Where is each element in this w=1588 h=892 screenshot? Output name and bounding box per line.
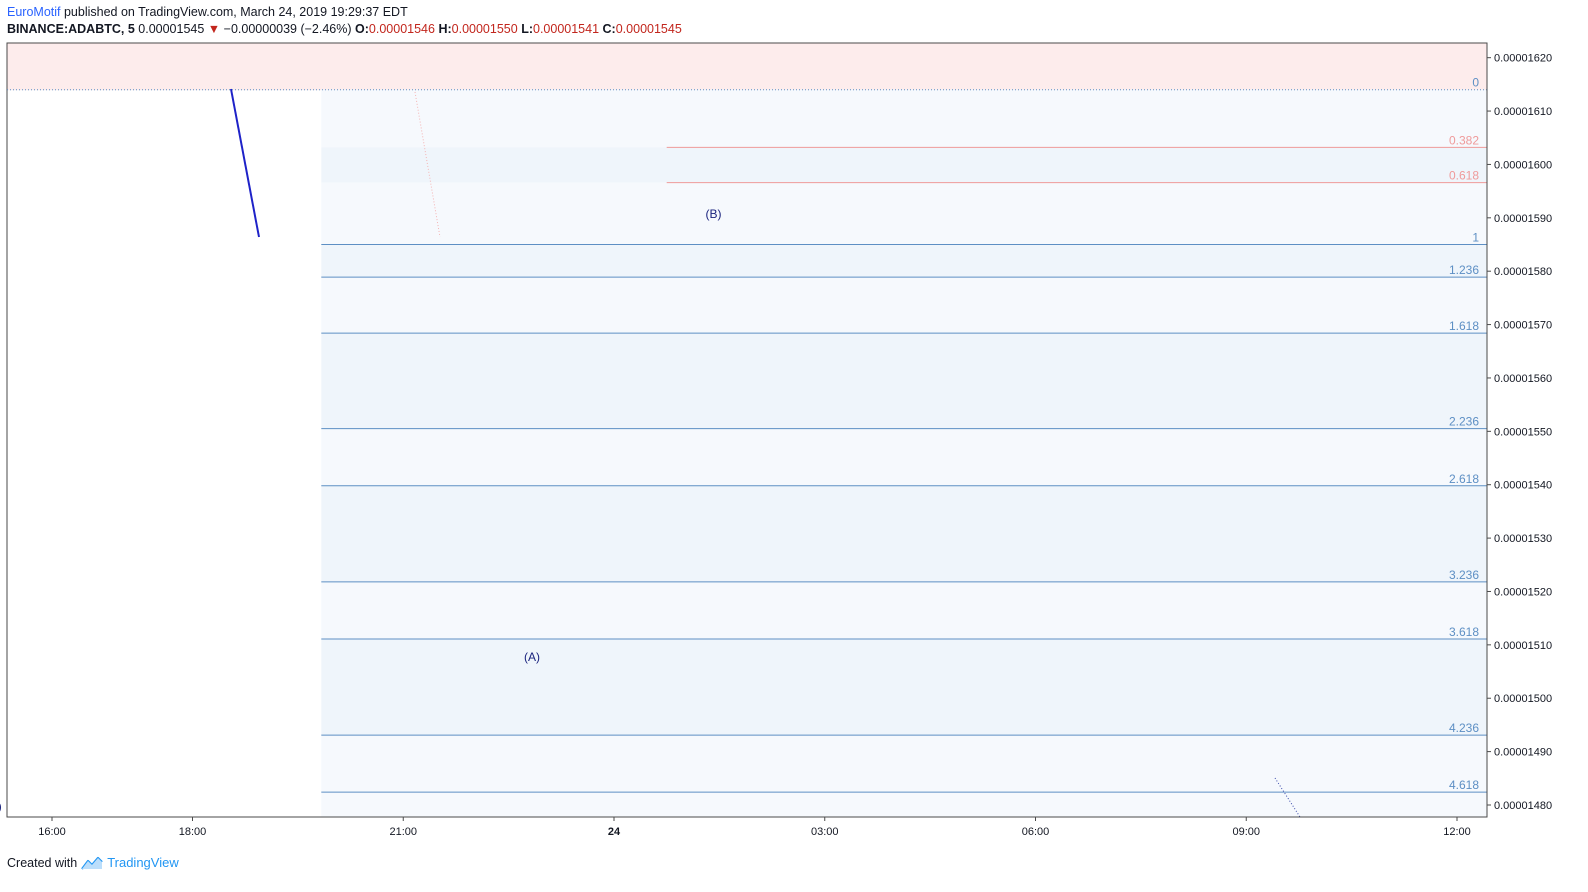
price-tick-label: 0.00001610 xyxy=(1494,106,1552,118)
time-tick-label: 03:00 xyxy=(811,826,839,838)
fib-label: 1 xyxy=(1472,231,1479,245)
created-with-label: Created with xyxy=(7,855,78,870)
low-value: 0.00001541 xyxy=(533,22,600,36)
chart-header: EuroMotif published on TradingView.com, … xyxy=(7,4,682,38)
published-text: published on TradingView.com, March 24, … xyxy=(63,5,408,19)
author-link[interactable]: EuroMotif xyxy=(7,5,61,19)
tradingview-brand[interactable]: TradingView xyxy=(107,855,179,870)
fib-zone xyxy=(321,792,1488,817)
low-label: L: xyxy=(521,22,533,36)
price-tick-label: 0.00001570 xyxy=(1494,320,1552,332)
ohlc-line: BINANCE:ADABTC, 5 0.00001545 ▼ −0.000000… xyxy=(7,21,682,38)
price-tick-label: 0.00001510 xyxy=(1494,640,1552,652)
price-tick-label: 0.00001550 xyxy=(1494,426,1552,438)
time-tick-label: 16:00 xyxy=(38,826,66,838)
fib-zone xyxy=(321,428,1488,486)
fib-label: 1.236 xyxy=(1449,263,1479,277)
fib-label: 2.236 xyxy=(1449,415,1479,429)
fib-zone xyxy=(321,182,1488,245)
fib-trend-line xyxy=(414,91,441,238)
wave-label: (A) xyxy=(524,650,540,664)
open-label: O: xyxy=(355,22,369,36)
fib-zone xyxy=(321,581,1488,639)
open-value: 0.00001546 xyxy=(368,22,435,36)
fib-levels: 0 0.382 0.618 1 1.236 1.618 2.236 2.618 3.236 3.6… xyxy=(7,76,1487,793)
fib-label: 0.618 xyxy=(1449,169,1479,183)
wave-labels: (A) (B) (C) xyxy=(0,207,722,814)
fib-zone xyxy=(321,333,1488,429)
trend-line xyxy=(230,88,260,238)
fib-label: 0 xyxy=(1472,76,1479,90)
price-change: −0.00000039 (−2.46%) xyxy=(223,22,352,36)
symbol-label: BINANCE:ADABTC, 5 xyxy=(7,22,135,36)
resistance-zone xyxy=(7,43,1487,91)
price-tick-label: 0.00001580 xyxy=(1494,266,1552,278)
last-price: 0.00001545 xyxy=(138,22,205,36)
down-arrow-icon: ▼ xyxy=(207,22,221,36)
close-label: C: xyxy=(602,22,616,36)
fib-label: 4.236 xyxy=(1449,721,1479,735)
time-tick-label: 12:00 xyxy=(1443,826,1471,838)
fib-label: 3.618 xyxy=(1449,625,1479,639)
fib-zone xyxy=(321,735,1488,793)
price-tick-label: 0.00001530 xyxy=(1494,533,1552,545)
fib-zone-fills xyxy=(7,43,1488,817)
price-tick-label: 0.00001480 xyxy=(1494,800,1552,812)
fib-label: 1.618 xyxy=(1449,319,1479,333)
price-tick-label: 0.00001490 xyxy=(1494,747,1552,759)
price-tick-label: 0.00001600 xyxy=(1494,159,1552,171)
footer: Created with TradingView xyxy=(7,855,179,870)
fib-label: 2.618 xyxy=(1449,472,1479,486)
price-tick-label: 0.00001560 xyxy=(1494,373,1552,385)
tradingview-logo-icon xyxy=(81,856,103,870)
time-tick-label: 24 xyxy=(608,826,621,838)
wave-label: (B) xyxy=(706,207,722,221)
fib-zone xyxy=(321,485,1488,582)
fib-zone xyxy=(321,89,1488,148)
drawings xyxy=(230,88,1301,818)
time-tick-label: 09:00 xyxy=(1232,826,1260,838)
price-axis[interactable]: 0.00001620 0.00001610 0.00001600 0.00001590… xyxy=(1487,53,1552,812)
time-tick-label: 18:00 xyxy=(179,826,207,838)
wave-label: (C) xyxy=(0,799,2,813)
fib-label: 3.236 xyxy=(1449,568,1479,582)
time-tick-label: 06:00 xyxy=(1022,826,1050,838)
time-axis[interactable]: 16:0018:0021:002403:0006:0009:0012:0015:… xyxy=(38,817,1588,838)
price-tick-label: 0.00001520 xyxy=(1494,586,1552,598)
fib-zone xyxy=(321,638,1488,736)
high-label: H: xyxy=(438,22,452,36)
price-tick-label: 0.00001500 xyxy=(1494,693,1552,705)
time-tick-label: 21:00 xyxy=(389,826,417,838)
fib-zone xyxy=(321,244,1488,278)
fib-label: 0.382 xyxy=(1449,133,1479,147)
fib-zone xyxy=(321,277,1488,334)
high-value: 0.00001550 xyxy=(451,22,518,36)
fib-zone xyxy=(321,147,1488,183)
price-tick-label: 0.00001540 xyxy=(1494,480,1552,492)
price-tick-label: 0.00001590 xyxy=(1494,213,1552,225)
price-tick-label: 0.00001620 xyxy=(1494,53,1552,65)
publish-line: EuroMotif published on TradingView.com, … xyxy=(7,4,682,21)
fib-label: 4.618 xyxy=(1449,778,1479,792)
close-value: 0.00001545 xyxy=(615,22,682,36)
